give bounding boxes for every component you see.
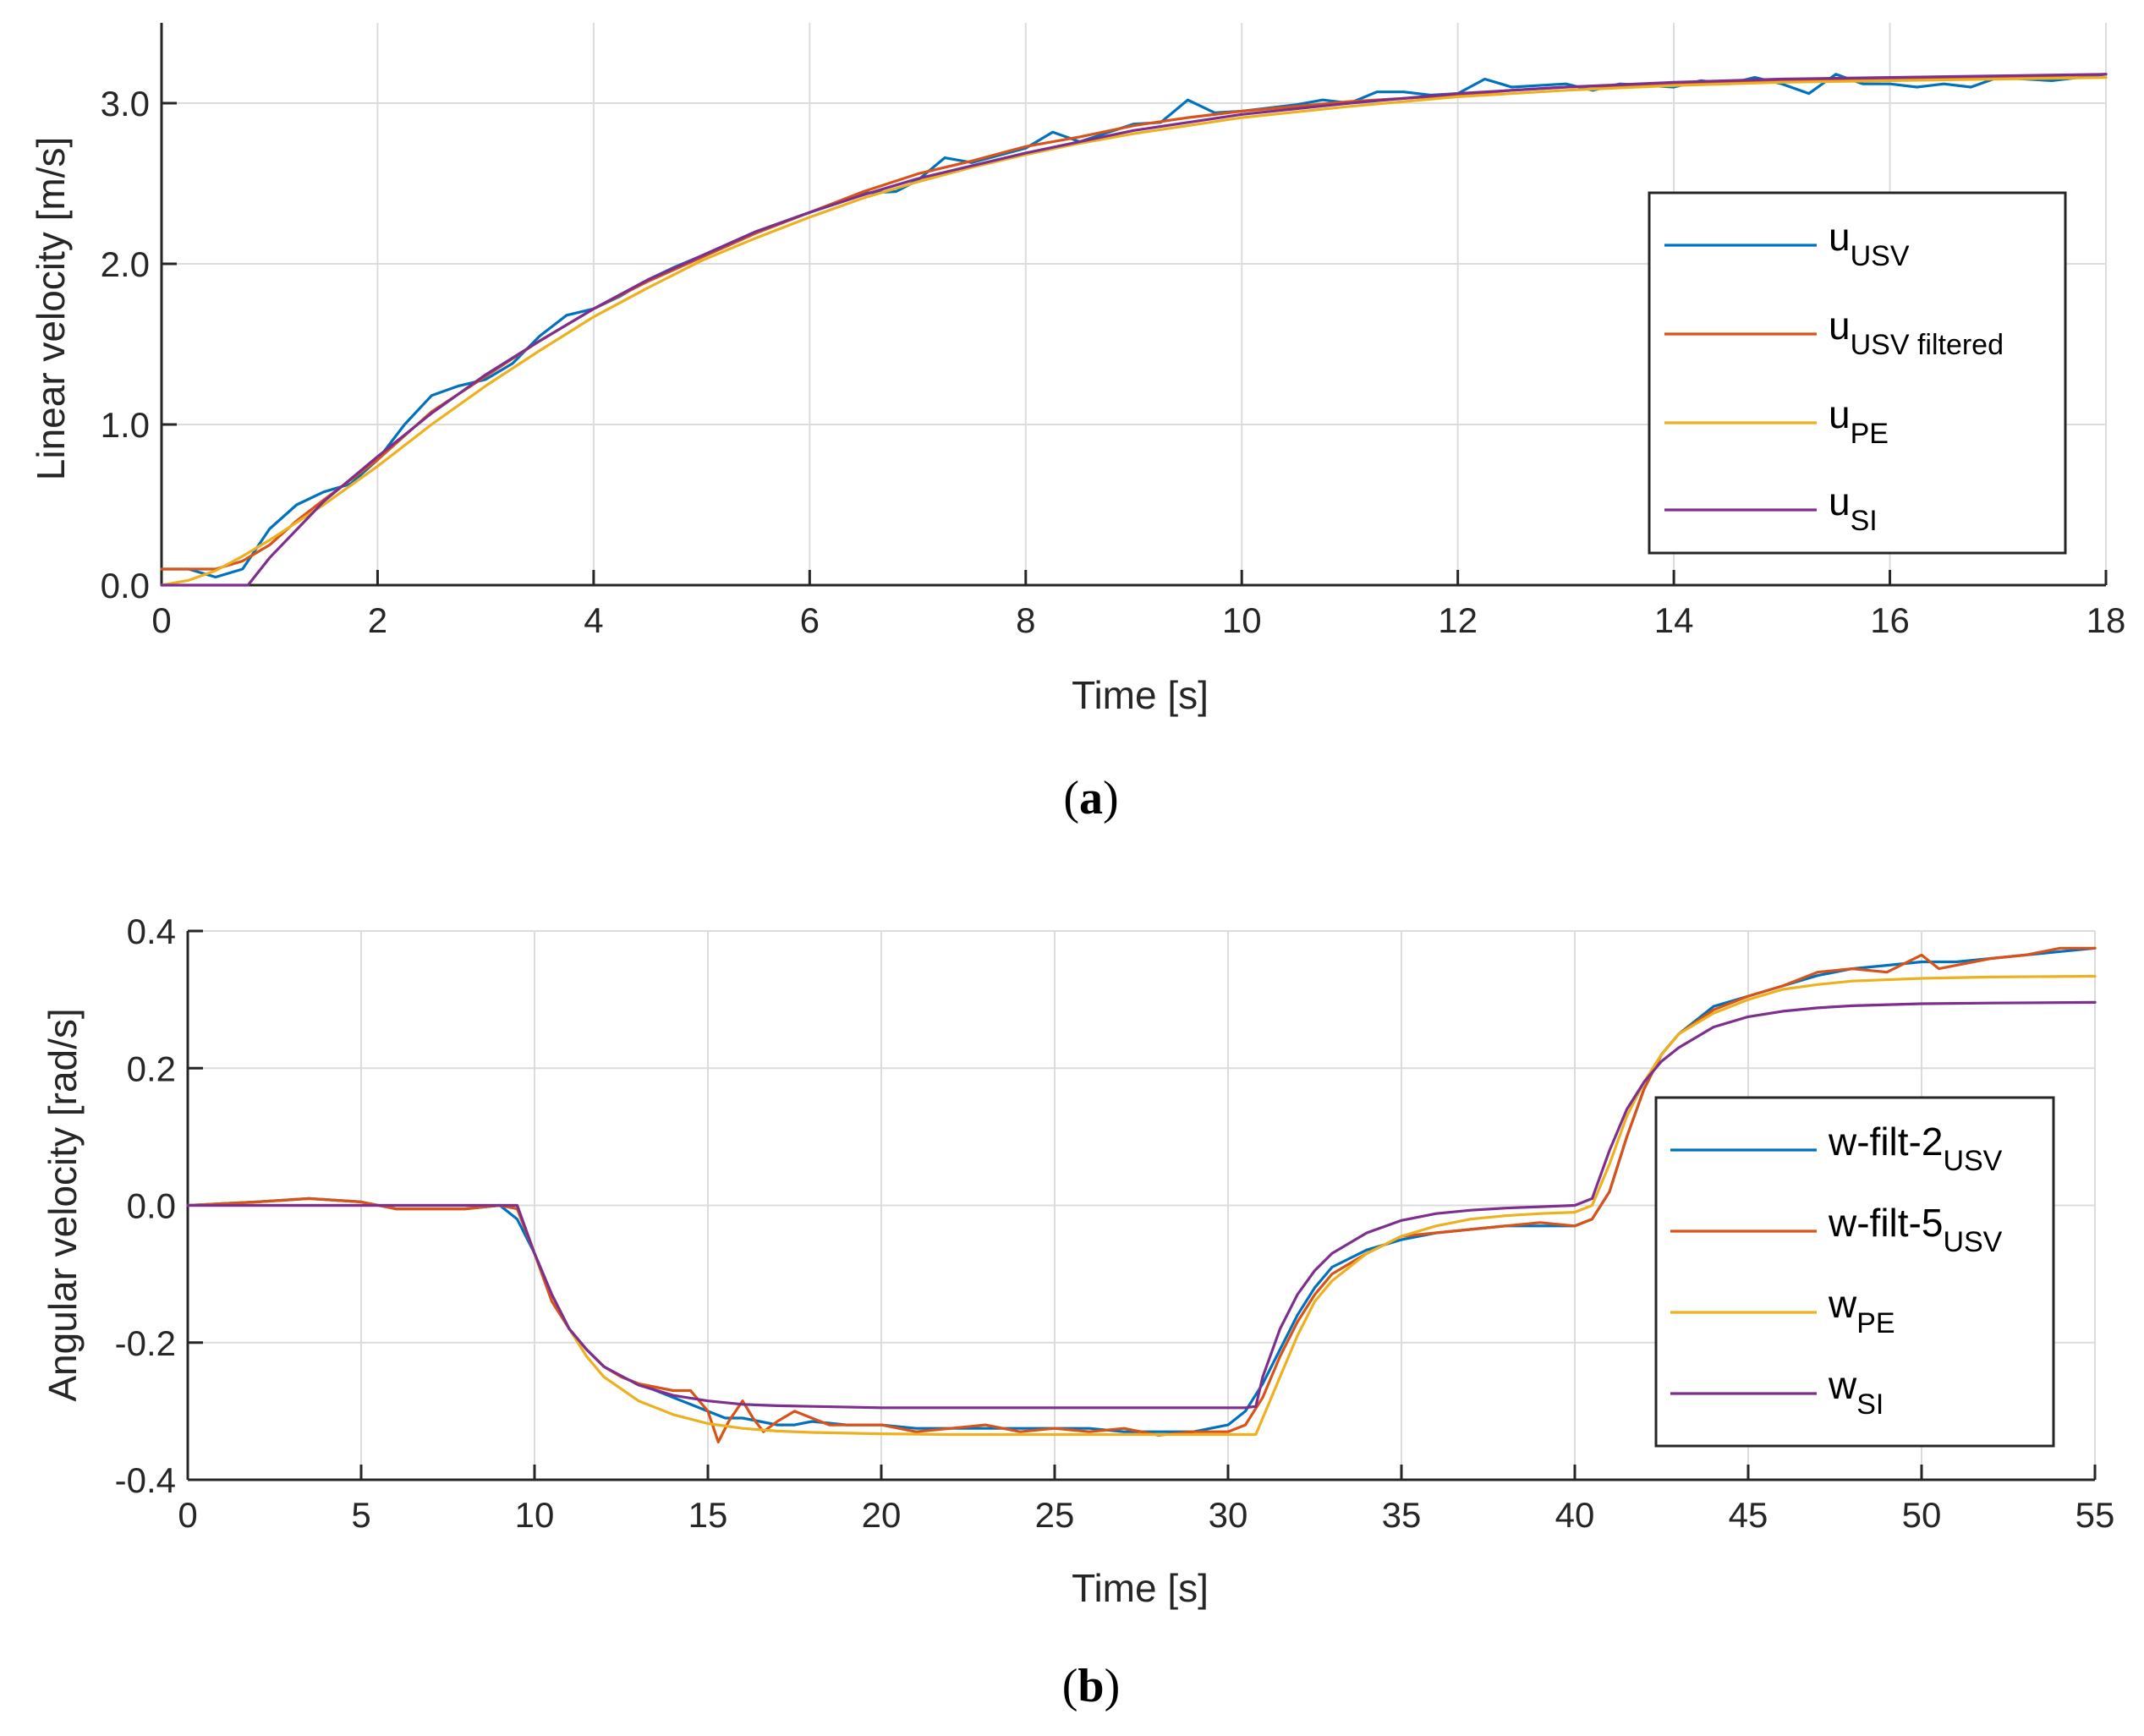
panel-a-y-tick-label: 0.0 [101, 566, 150, 605]
panel-a-x-tick-label: 2 [368, 600, 387, 640]
panel-b-series-line-4 [186, 1000, 2097, 1410]
panel-b-y-tick-label: -0.2 [115, 1323, 176, 1363]
panel-a-y-tick-label: 3.0 [101, 84, 150, 123]
panel-b-legend-entry-3: wPE [1828, 1282, 1895, 1339]
panel-b-x-tick-label: 55 [2075, 1495, 2115, 1535]
panel-a-legend-entry-1: uUSV [1829, 215, 1910, 272]
panel-a-x-tick-label: 10 [1222, 600, 1262, 640]
panel-b-x-tick-label: 45 [1729, 1495, 1768, 1535]
panel-a-x-label: Time [s] [1072, 673, 1209, 717]
panel-b-legend-entry-4: wSI [1828, 1363, 1884, 1421]
panel-a-x-tick-label: 0 [151, 600, 171, 640]
panel-a-x-tick-label: 14 [1654, 600, 1694, 640]
panel-b-y-label: Angular velocity [rad/s] [41, 1008, 85, 1401]
panel-a-legend-entry-4: uSI [1829, 479, 1878, 537]
panel-b-x-tick-label: 0 [178, 1495, 197, 1535]
panel-b-legend-entry-1: w-filt-2USV [1828, 1120, 2003, 1177]
panel-b-y-tick-label: 0.0 [127, 1186, 176, 1226]
panel-a-chart: 0 2 4 6 8 10 12 14 16 18 0.0 1.0 2.0 3.0 Time [s] Li… [29, 23, 2125, 824]
panel-b-y-tick-label: -0.4 [115, 1460, 176, 1500]
panel-a-caption: (a) [1063, 772, 1118, 824]
panel-a-x-tick-label: 6 [800, 600, 820, 640]
panel-a-legend-entry-2: uUSV filtered [1829, 304, 2004, 361]
panel-b-legend-entry-2: w-filt-5USV [1828, 1201, 2003, 1258]
panel-b-x-tick-label: 40 [1555, 1495, 1595, 1535]
panel-b-y-tick-label: 0.2 [127, 1049, 176, 1088]
panel-a-series-line-4 [160, 73, 2108, 587]
panel-b-legend: w-filt-2USV w-filt-5USV wPE wSI [1654, 1096, 2055, 1448]
panel-b-legend-box [1654, 1096, 2055, 1448]
panel-b-y-tick-label: 0.4 [127, 912, 176, 951]
panel-b-x-tick-label: 35 [1382, 1495, 1422, 1535]
panel-a-y-label: Linear velocity [m/s] [29, 137, 73, 480]
panel-b-x-tick-label: 15 [688, 1495, 728, 1535]
panel-b-x-tick-label: 30 [1209, 1495, 1248, 1535]
panel-a-x-ticks: 0 2 4 6 8 10 12 14 16 18 [151, 570, 2125, 640]
panel-a-x-tick-label: 8 [1016, 600, 1035, 640]
panel-a-caption-letter: a [1079, 772, 1103, 824]
panel-b-chart: 0 5 10 15 20 25 30 35 40 45 50 55 -0.4 -0.2 0.0 0.2 0.4… [41, 912, 2114, 1712]
panel-b-series-line-3 [186, 974, 2097, 1437]
panel-a-axes [160, 23, 2106, 587]
panel-b-x-tick-label: 10 [515, 1495, 555, 1535]
panel-b-series [186, 946, 2097, 1444]
panel-b-x-label: Time [s] [1072, 1566, 1209, 1610]
panel-a-x-tick-label: 18 [2086, 600, 2126, 640]
panel-b-x-tick-label: 25 [1035, 1495, 1075, 1535]
panel-a-series [160, 73, 2108, 587]
panel-b-x-tick-label: 5 [351, 1495, 370, 1535]
panel-a-y-tick-label: 2.0 [101, 244, 150, 284]
panel-b-x-tick-label: 20 [862, 1495, 902, 1535]
panel-a-x-tick-label: 16 [1870, 600, 1910, 640]
panel-b-x-ticks: 0 5 10 15 20 25 30 35 40 45 50 55 [178, 1465, 2114, 1535]
panel-a-legend-box [1648, 191, 2067, 555]
panel-a-y-tick-label: 1.0 [101, 405, 150, 445]
panel-a-legend-entry-3: uPE [1829, 392, 1889, 450]
panel-a-series-line-3 [160, 75, 2108, 587]
panel-a-legend: uUSV uUSV filtered uPE uSI [1648, 191, 2067, 555]
panel-a-x-tick-label: 12 [1438, 600, 1478, 640]
panel-a-y-ticks: 0.0 1.0 2.0 3.0 [101, 84, 177, 605]
panel-b-caption: (b) [1062, 1660, 1120, 1712]
panel-b-caption-letter: b [1077, 1660, 1104, 1712]
panel-a-x-tick-label: 4 [584, 600, 603, 640]
panel-b-y-ticks: -0.4 -0.2 0.0 0.2 0.4 [115, 912, 203, 1500]
panel-b-x-tick-label: 50 [1902, 1495, 1942, 1535]
